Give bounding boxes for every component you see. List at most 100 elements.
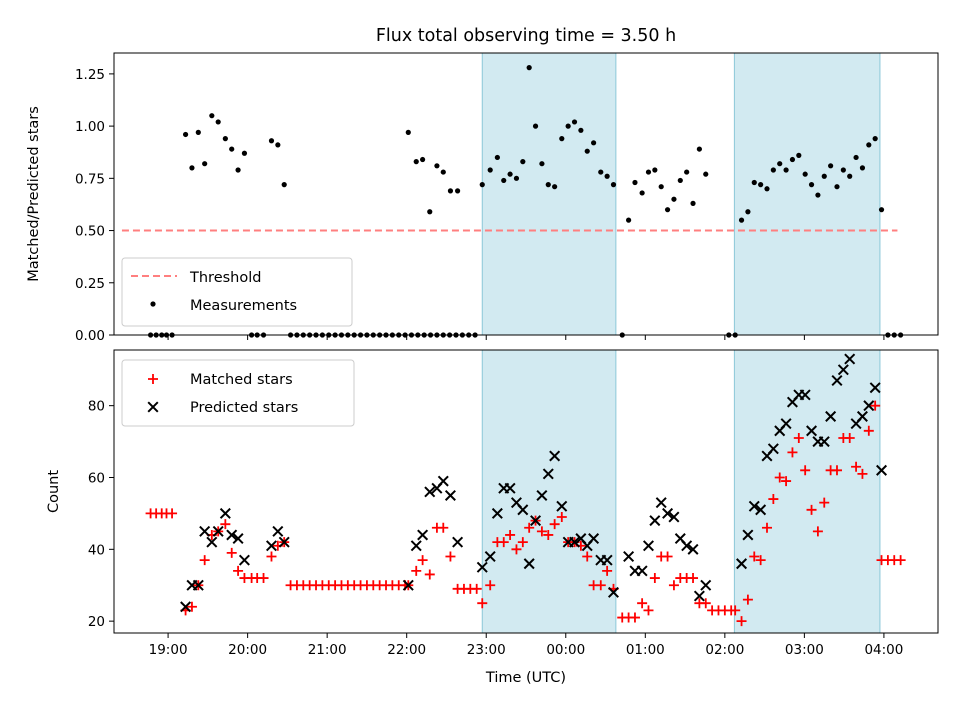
predicted-stars-point-27 [517, 504, 529, 516]
measurements-point-105 [796, 152, 802, 158]
top-panel: 0.00 0.25 0.50 0.75 1.00 1.25 Flux total obser… [26, 26, 939, 344]
measurements-point-97 [745, 209, 751, 215]
matched-stars-point-60 [536, 526, 547, 537]
predicted-stars-point-0 [180, 601, 192, 613]
measurements-point-5 [182, 131, 189, 138]
matched-stars-point-91 [736, 616, 747, 627]
measurements-point-107 [808, 182, 815, 188]
x-tick-label: 20:00 [228, 642, 267, 658]
matched-stars-point-79 [662, 551, 673, 562]
legend-matched-swatch [148, 374, 158, 384]
measurements-point-7 [195, 129, 201, 135]
matched-stars-point-111 [863, 425, 874, 436]
matched-stars-point-101 [800, 465, 811, 476]
matched-stars-point-90 [730, 605, 741, 616]
matched-stars-point-104 [819, 497, 830, 508]
legend-box [121, 257, 353, 327]
predicted-stars-point-29 [530, 515, 542, 527]
predicted-stars-point-19 [444, 489, 456, 501]
measurements-point-99 [758, 182, 764, 188]
measurements-point-56 [440, 169, 446, 175]
matched-stars-point-67 [582, 551, 593, 562]
measurements-point-96 [738, 217, 745, 223]
predicted-stars-point-62 [780, 418, 792, 430]
measurements-point-66 [526, 65, 532, 71]
predicted-stars-point-68 [818, 436, 830, 448]
measurements-point-116 [866, 142, 872, 148]
measurements-point-64 [513, 175, 520, 181]
predicted-stars-point-69 [825, 410, 837, 422]
measurements-point-83 [639, 190, 645, 196]
predicted-stars-point-18 [437, 475, 449, 487]
measurements-point-104 [789, 156, 796, 163]
predicted-stars-point-57 [748, 500, 760, 512]
matched-stars-point-17 [258, 573, 269, 584]
measurements-point-113 [847, 173, 853, 179]
predicted-stars-point-47 [655, 497, 667, 509]
predicted-stars-point-42 [623, 550, 635, 563]
measurements-point-54 [427, 209, 433, 215]
predicted-stars-point-44 [636, 565, 648, 577]
measurements-point-98 [751, 179, 757, 186]
measurements-point-11 [222, 136, 228, 142]
y-tick-label: 1.25 [75, 67, 105, 83]
matched-stars-point-11 [220, 519, 231, 530]
predicted-stars-point-15 [417, 529, 429, 541]
legend-label: Threshold [189, 270, 261, 286]
measurements-point-78 [604, 173, 610, 179]
shaded-interval-1 [733, 52, 881, 336]
y-axis-label: Count [46, 470, 62, 513]
legend-box [121, 359, 355, 427]
measurements-point-55 [434, 163, 440, 169]
matched-stars-point-85 [700, 598, 711, 609]
predicted-stars-point-33 [556, 500, 568, 512]
predicted-stars-point-12 [278, 536, 290, 548]
predicted-stars-point-32 [549, 450, 561, 462]
measurements-point-62 [501, 177, 507, 184]
y-tick-label: 20 [88, 614, 105, 630]
measurements-point-67 [532, 123, 539, 129]
predicted-stars-point-60 [767, 443, 779, 455]
y-tick-label: 40 [88, 542, 105, 558]
measurements-point-71 [559, 136, 565, 142]
predicted-stars-point-75 [863, 400, 875, 412]
measurements-point-111 [834, 184, 840, 190]
matched-stars-point-102 [806, 504, 817, 515]
y-tick-label: 1.00 [75, 119, 105, 135]
predicted-stars-point-5 [212, 525, 224, 537]
axes-frame [113, 52, 939, 336]
predicted-stars-point-8 [232, 533, 244, 545]
x-axis-label: Time (UTC) [485, 670, 566, 686]
predicted-stars-point-55 [736, 558, 748, 570]
matched-stars-point-77 [649, 573, 660, 584]
measurements-point-92 [696, 146, 702, 152]
predicted-stars-point-71 [837, 364, 849, 376]
measurements-point-79 [610, 182, 617, 188]
legend-measurements-swatch [150, 301, 156, 307]
measurements-point-102 [777, 161, 783, 167]
predicted-stars-point-30 [536, 489, 548, 501]
predicted-stars-point-6 [219, 507, 231, 519]
measurements-point-77 [598, 169, 604, 175]
predicted-stars-point-70 [831, 375, 843, 387]
matched-stars-point-92 [742, 594, 753, 605]
shaded-interval-0 [481, 52, 617, 336]
matched-stars-point-12 [226, 547, 237, 558]
predicted-stars-point-58 [755, 504, 767, 516]
predicted-stars-point-51 [681, 540, 693, 552]
matched-stars-point-50 [471, 583, 482, 594]
matched-stars-point-76 [643, 605, 654, 616]
predicted-stars-point-23 [491, 507, 503, 519]
matched-stars-point-18 [266, 551, 277, 562]
y-tick-label: 80 [88, 399, 105, 415]
x-tick-label: 03:00 [785, 642, 824, 658]
y-tick-label: 0.00 [75, 328, 105, 344]
predicted-stars-point-54 [700, 579, 712, 591]
measurements-point-115 [859, 165, 866, 171]
measurements-point-63 [507, 171, 513, 177]
measurements-point-68 [539, 161, 545, 167]
measurements-point-117 [872, 136, 878, 142]
predicted-stars-point-56 [742, 529, 754, 541]
matched-stars-point-69 [595, 580, 606, 591]
